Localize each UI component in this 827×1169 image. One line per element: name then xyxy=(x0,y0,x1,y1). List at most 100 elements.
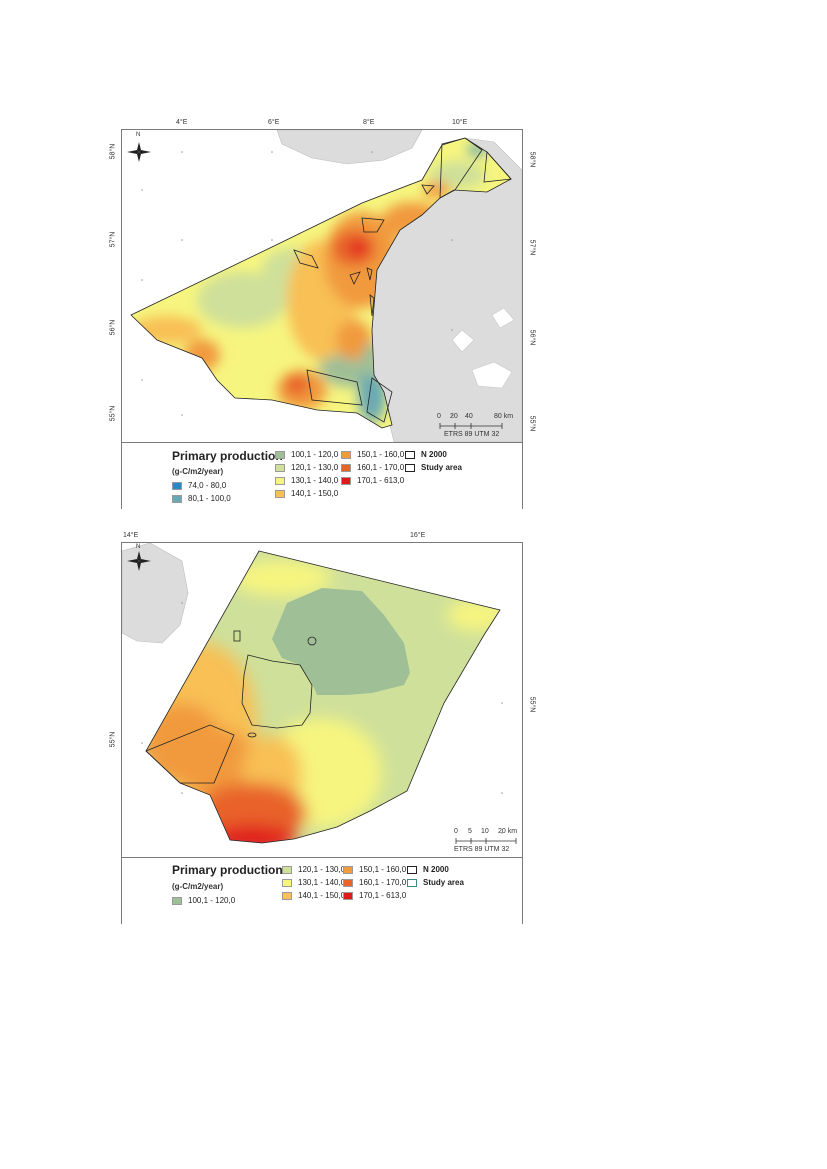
map2-crs-label: ETRS 89 UTM 32 xyxy=(454,846,510,853)
map2-tick-right-55n: 55°N xyxy=(528,696,536,713)
legend-label: 100,1 - 120,0 xyxy=(188,896,236,905)
map1-scale-80: 80 km xyxy=(494,413,514,420)
map1-tick-top-6e: 6°E xyxy=(268,119,280,126)
map1-tick-top-8e: 8°E xyxy=(363,119,375,126)
legend-item: 170,1 - 613,0 xyxy=(343,889,406,902)
legend-item: Study area xyxy=(405,461,462,474)
map2-legend-unit: (g-C/m2/year) xyxy=(172,882,224,891)
study-area-outline xyxy=(130,137,512,429)
legend-label: 170,1 - 613,0 xyxy=(357,476,405,485)
legend-swatch xyxy=(341,450,351,459)
legend-item: 160,1 - 170,0 xyxy=(341,461,404,474)
map1-legend: Primary production (g-C/m2/year) 74,0 - … xyxy=(122,442,522,509)
legend-swatch xyxy=(405,463,415,472)
legend-item: 160,1 - 170,0 xyxy=(343,876,406,889)
map1-north-label: N xyxy=(136,132,141,138)
legend-swatch xyxy=(275,450,285,459)
central-low-production-zone xyxy=(272,588,410,695)
map1-legend-col1: 74,0 - 80,0 80,1 - 100,0 xyxy=(172,479,231,505)
map2-legend-col4: N 2000 Study area xyxy=(407,863,464,889)
map1-tick-right-57n: 57°N xyxy=(528,239,536,256)
legend-label: 160,1 - 170,0 xyxy=(357,463,405,472)
legend-label: N 2000 xyxy=(423,865,449,874)
legend-label: 100,1 - 120,0 xyxy=(291,450,339,459)
scale-bar xyxy=(455,838,517,844)
legend-swatch xyxy=(282,891,292,900)
map2-scale-10: 10 xyxy=(481,828,489,835)
map1-legend-title: Primary production xyxy=(172,449,283,463)
map1-tick-left-56n: 56°N xyxy=(109,319,117,336)
legend-item: 170,1 - 613,0 xyxy=(341,474,404,487)
map2-legend-col1: 100,1 - 120,0 xyxy=(172,894,235,907)
map2-legend: Primary production (g-C/m2/year) 100,1 -… xyxy=(122,857,522,924)
legend-label: 160,1 - 170,0 xyxy=(359,878,407,887)
map1-panel: N 4°E 6°E 8°E 10°E 58°N 57°N 56°N 55°N 5… xyxy=(109,119,535,509)
map1-crs-label: ETRS 89 UTM 32 xyxy=(444,431,500,438)
map2-north-label: N xyxy=(136,544,141,550)
map2-canvas xyxy=(122,543,517,844)
natura-2000-areas xyxy=(145,630,317,784)
map2-legend-col3: 150,1 - 160,0 160,1 - 170,0 170,1 - 613,0 xyxy=(343,863,406,902)
legend-swatch xyxy=(172,481,182,490)
legend-label: 150,1 - 160,0 xyxy=(357,450,405,459)
legend-swatch xyxy=(343,891,353,900)
map2-legend-col2: 120,1 - 130,0 130,1 - 140,0 140,1 - 150,0 xyxy=(282,863,345,902)
legend-label: 120,1 - 130,0 xyxy=(291,463,339,472)
legend-item: 140,1 - 150,0 xyxy=(275,487,338,500)
map1-legend-col3: 150,1 - 160,0 160,1 - 170,0 170,1 - 613,0 xyxy=(341,448,404,487)
natura-2000-areas xyxy=(293,137,512,423)
map2-scale-20: 20 km xyxy=(498,828,518,835)
map2-panel: N 14°E 16°E 55°N 55°N 0 5 10 20 km ETRS … xyxy=(109,532,535,924)
legend-item: 100,1 - 120,0 xyxy=(275,448,338,461)
legend-label: 150,1 - 160,0 xyxy=(359,865,407,874)
legend-swatch xyxy=(405,450,415,459)
legend-swatch xyxy=(407,878,417,887)
legend-swatch xyxy=(343,878,353,887)
legend-swatch xyxy=(407,865,417,874)
legend-swatch xyxy=(282,865,292,874)
legend-swatch xyxy=(275,476,285,485)
legend-label: Study area xyxy=(421,463,462,472)
legend-label: 130,1 - 140,0 xyxy=(298,878,346,887)
legend-label: Study area xyxy=(423,878,464,887)
legend-label: 140,1 - 150,0 xyxy=(298,891,346,900)
map2-tick-top-14e: 14°E xyxy=(123,532,139,539)
map1-tick-left-55n: 55°N xyxy=(109,405,117,422)
map2-tick-left-55n: 55°N xyxy=(109,731,117,748)
legend-label: 80,1 - 100,0 xyxy=(188,494,231,503)
legend-label: 140,1 - 150,0 xyxy=(291,489,339,498)
legend-swatch xyxy=(341,476,351,485)
legend-swatch xyxy=(172,494,182,503)
map1-canvas xyxy=(127,130,522,442)
legend-label: 170,1 - 613,0 xyxy=(359,891,407,900)
legend-label: 74,0 - 80,0 xyxy=(188,481,227,490)
legend-swatch xyxy=(343,865,353,874)
map1-tick-top-10e: 10°E xyxy=(452,119,468,126)
legend-label: 130,1 - 140,0 xyxy=(291,476,339,485)
map1-tick-right-58n: 58°N xyxy=(528,151,536,168)
legend-item: 140,1 - 150,0 xyxy=(282,889,345,902)
map1-scale-20: 20 xyxy=(450,413,458,420)
north-arrow-icon xyxy=(127,142,151,162)
map1-scale-40: 40 xyxy=(465,413,473,420)
legend-item: Study area xyxy=(407,876,464,889)
legend-label: 120,1 - 130,0 xyxy=(298,865,346,874)
map2-scale-0: 0 xyxy=(454,828,458,835)
legend-label: N 2000 xyxy=(421,450,447,459)
legend-item: 74,0 - 80,0 xyxy=(172,479,231,492)
land-areas xyxy=(276,130,522,442)
map1-legend-col2: 100,1 - 120,0 120,1 - 130,0 130,1 - 140,0 1… xyxy=(275,448,338,500)
map1-scale-0: 0 xyxy=(437,413,441,420)
legend-item: N 2000 xyxy=(405,448,462,461)
legend-item: N 2000 xyxy=(407,863,464,876)
legend-item: 150,1 - 160,0 xyxy=(343,863,406,876)
legend-swatch xyxy=(275,463,285,472)
map2-scale-5: 5 xyxy=(468,828,472,835)
map1-tick-left-57n: 57°N xyxy=(109,231,117,248)
legend-item: 150,1 - 160,0 xyxy=(341,448,404,461)
legend-swatch xyxy=(341,463,351,472)
legend-item: 100,1 - 120,0 xyxy=(172,894,235,907)
island-outline xyxy=(241,654,313,729)
map1-legend-col4: N 2000 Study area xyxy=(405,448,462,474)
map2-legend-title: Primary production xyxy=(172,863,283,877)
